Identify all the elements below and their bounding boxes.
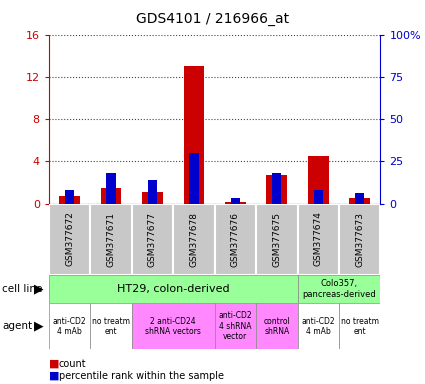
Text: ■: ■ xyxy=(49,359,60,369)
Bar xyxy=(355,194,364,204)
Bar xyxy=(314,190,323,204)
Bar xyxy=(132,204,173,275)
Bar xyxy=(65,190,74,204)
Text: GSM377676: GSM377676 xyxy=(231,212,240,266)
Bar xyxy=(184,66,204,204)
Text: anti-CD2
4 mAb: anti-CD2 4 mAb xyxy=(301,317,335,336)
Text: GSM377674: GSM377674 xyxy=(314,212,323,266)
Bar xyxy=(339,303,380,349)
Bar xyxy=(215,303,256,349)
Bar xyxy=(49,275,298,303)
Text: count: count xyxy=(59,359,86,369)
Text: HT29, colon-derived: HT29, colon-derived xyxy=(117,284,230,294)
Text: Colo357,
pancreas-derived: Colo357, pancreas-derived xyxy=(302,279,376,299)
Bar xyxy=(298,275,380,303)
Bar xyxy=(189,153,198,204)
Text: no treatm
ent: no treatm ent xyxy=(341,317,379,336)
Text: no treatm
ent: no treatm ent xyxy=(92,317,130,336)
Bar xyxy=(173,204,215,275)
Bar xyxy=(272,173,281,204)
Bar xyxy=(215,204,256,275)
Text: GSM377672: GSM377672 xyxy=(65,212,74,266)
Text: GSM377673: GSM377673 xyxy=(355,212,364,266)
Text: GSM377677: GSM377677 xyxy=(148,212,157,266)
Bar xyxy=(106,173,116,204)
Text: GSM377675: GSM377675 xyxy=(272,212,281,266)
Bar xyxy=(308,156,329,204)
Text: ■: ■ xyxy=(49,371,60,381)
Text: GDS4101 / 216966_at: GDS4101 / 216966_at xyxy=(136,12,289,25)
Bar xyxy=(225,202,246,204)
Bar xyxy=(90,303,132,349)
Text: ▶: ▶ xyxy=(34,320,44,333)
Bar xyxy=(231,199,240,204)
Bar xyxy=(339,204,380,275)
Bar xyxy=(298,303,339,349)
Bar xyxy=(49,204,90,275)
Bar xyxy=(256,303,298,349)
Text: cell line: cell line xyxy=(2,284,42,294)
Bar xyxy=(148,180,157,204)
Bar xyxy=(90,204,132,275)
Bar xyxy=(266,175,287,204)
Bar xyxy=(298,204,339,275)
Text: ▶: ▶ xyxy=(34,283,44,295)
Bar xyxy=(142,192,163,204)
Text: agent: agent xyxy=(2,321,32,331)
Text: anti-CD2
4 shRNA
vector: anti-CD2 4 shRNA vector xyxy=(218,311,252,341)
Bar xyxy=(101,188,122,204)
Bar xyxy=(132,303,215,349)
Text: GSM377678: GSM377678 xyxy=(190,212,198,266)
Bar xyxy=(49,303,90,349)
Text: anti-CD2
4 mAb: anti-CD2 4 mAb xyxy=(53,317,86,336)
Bar xyxy=(256,204,298,275)
Text: control
shRNA: control shRNA xyxy=(264,317,290,336)
Text: 2 anti-CD24
shRNA vectors: 2 anti-CD24 shRNA vectors xyxy=(145,317,201,336)
Text: GSM377671: GSM377671 xyxy=(107,212,116,266)
Bar xyxy=(59,196,80,204)
Text: percentile rank within the sample: percentile rank within the sample xyxy=(59,371,224,381)
Bar xyxy=(349,198,370,204)
